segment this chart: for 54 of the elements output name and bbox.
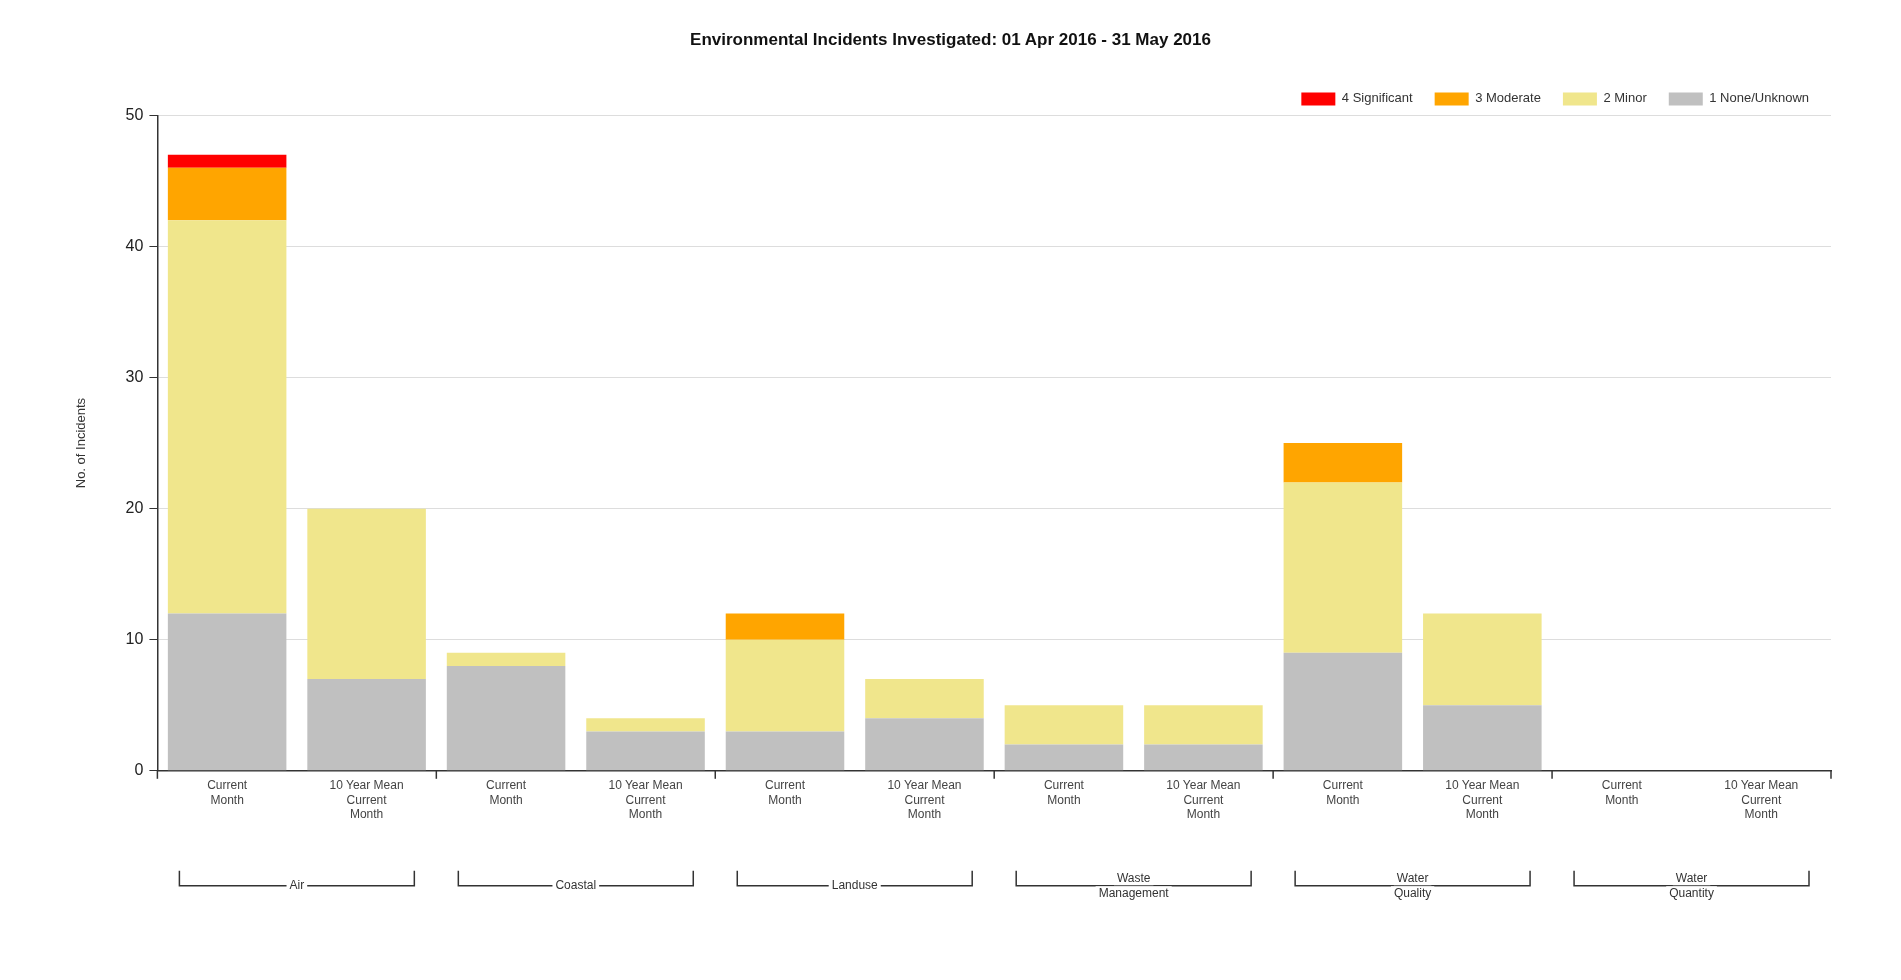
chart-title: Environmental Incidents Investigated: 01 Apr 2016 - 31 May 2016 <box>690 29 1211 49</box>
x-tick-label: Current Month <box>1322 778 1364 807</box>
x-tick-label: 10 Year Mean Current Month <box>1724 778 1799 822</box>
bar <box>725 613 845 640</box>
text: Coastal <box>555 878 597 893</box>
x-tick-label: 10 Year Mean Current Month <box>1166 778 1241 822</box>
bar <box>1283 652 1403 771</box>
bar <box>1283 443 1403 483</box>
y-tick-label: 40 <box>125 236 144 254</box>
y-tick-label: 10 <box>125 630 144 648</box>
legend-label: 3 Moderate <box>1475 90 1541 106</box>
y-tick-label: 50 <box>125 105 144 123</box>
x-tick-label: 10 Year Mean Current Month <box>887 778 962 822</box>
legend-label: 2 Minor <box>1603 90 1648 106</box>
bar <box>167 220 287 614</box>
bar <box>865 718 984 771</box>
text: Water Quantity <box>1669 870 1714 900</box>
y-tick-label: 0 <box>134 761 144 779</box>
bar <box>1423 613 1542 706</box>
bar <box>1144 744 1263 771</box>
bar <box>1004 744 1124 771</box>
x-tick-label: 10 Year Mean Current Month <box>329 778 404 822</box>
y-axis-title: No. of Incidents <box>73 397 89 489</box>
bar <box>725 731 845 771</box>
bar <box>446 665 566 771</box>
y-tick-label: 30 <box>125 367 144 385</box>
bar <box>167 167 287 221</box>
bar <box>865 679 984 719</box>
bar <box>1004 705 1124 745</box>
x-tick-label: 10 Year Mean Current Month <box>1445 778 1520 822</box>
bar <box>1423 705 1542 771</box>
bar <box>586 731 705 771</box>
x-tick-label: Current Month <box>1601 778 1643 807</box>
bar <box>167 613 287 771</box>
x-tick-label: Current Month <box>764 778 806 807</box>
text: Waste Management <box>1098 870 1170 900</box>
legend-label: 4 Significant <box>1341 90 1414 106</box>
bar <box>725 639 845 732</box>
bar <box>1144 705 1263 745</box>
x-tick-label: Current Month <box>1043 778 1085 807</box>
x-tick-label: Current Month <box>486 778 527 807</box>
text: Water Quality <box>1393 870 1432 900</box>
bar <box>167 154 287 168</box>
text: Air <box>289 878 305 893</box>
x-tick-label: Current Month <box>207 778 248 807</box>
x-tick-label: 10 Year Mean Current Month <box>608 778 683 822</box>
bar <box>446 652 566 666</box>
bar <box>307 679 426 771</box>
text: Landuse <box>831 878 879 893</box>
bar <box>1283 482 1403 653</box>
y-tick-label: 20 <box>125 499 144 517</box>
legend-label: 1 None/Unknown <box>1709 90 1810 106</box>
bar <box>586 718 705 732</box>
bar <box>307 508 426 680</box>
